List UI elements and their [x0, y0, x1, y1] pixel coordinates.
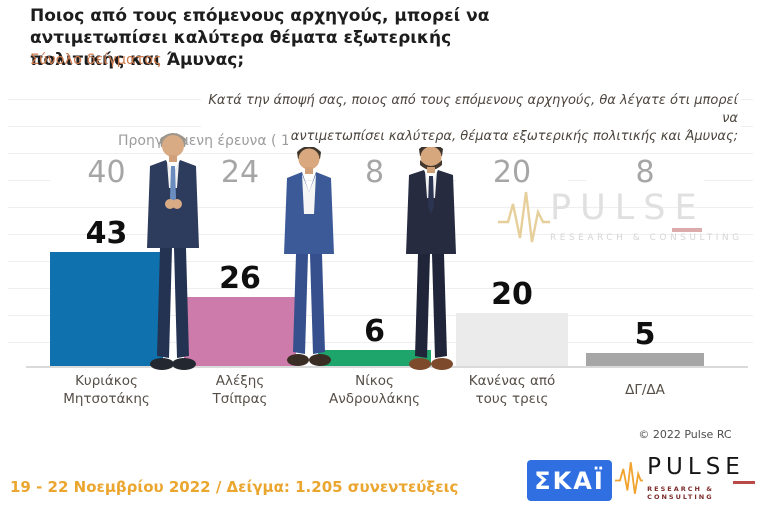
bar-value: 26	[219, 261, 261, 296]
bar-column-tsipras: 26	[184, 264, 296, 366]
watermark-pulse-text: PULSE	[550, 188, 706, 228]
pulse-wave-icon	[498, 191, 550, 243]
previous-value: 40	[50, 156, 163, 189]
previous-value: 24	[184, 156, 296, 189]
bar-column-mitsotakis: 43	[50, 219, 163, 366]
pulse-logo-red-mark	[733, 480, 756, 484]
pulse-logo-text: PULSE	[647, 453, 745, 480]
bar-value: 43	[85, 216, 128, 251]
category-androulakis: Νίκος Ανδρουλάκης	[329, 373, 420, 407]
bar-mitsotakis	[50, 252, 163, 366]
chart-baseline	[26, 366, 748, 368]
category-none: Κανένας από τους τρεις	[468, 373, 556, 407]
fieldwork-text: 19 - 22 Νοεμβρίου 2022 / Δείγμα: 1.205 σ…	[10, 478, 459, 496]
bar-column-androulakis: 6	[318, 317, 431, 366]
category-dk-na: ΔΓ/ΔΑ	[625, 382, 665, 398]
bar-column-none: 20	[456, 280, 568, 366]
photo-alexis-tsipras	[284, 146, 334, 366]
previous-value: 20	[456, 156, 568, 189]
pulse-watermark: PULSE RESEARCH & CONSULTING	[498, 186, 743, 248]
survey-question: Κατά την άποψή σας, ποιος από τους επόμε…	[201, 92, 741, 147]
photo-kyriakos-mitsotakis	[147, 133, 199, 370]
watermark-red-mark	[672, 228, 702, 232]
category-tsipras: Αλέξης Τσίπρας	[212, 373, 268, 407]
previous-value: 8	[586, 156, 704, 189]
category-mitsotakis: Κυριάκος Μητσοτάκης	[63, 373, 150, 407]
survey-question-line2: αντιμετωπίσει καλύτερα, θέματα εξωτερική…	[287, 128, 741, 147]
watermark-sub-text: RESEARCH & CONSULTING	[550, 233, 743, 243]
bar-tsipras	[184, 297, 296, 366]
bar-androulakis	[318, 350, 431, 366]
pulse-logo-sub-text: RESEARCH & CONSULTING	[647, 484, 714, 501]
bar-value: 5	[634, 317, 656, 352]
pulse-wave-icon	[615, 462, 644, 494]
bar-value: 6	[364, 314, 385, 349]
bar-none-of-three	[456, 313, 568, 366]
bar-dk-na	[586, 353, 704, 366]
pulse-logo: PULSE RESEARCH & CONSULTING	[615, 455, 761, 501]
page-title: Ποιος από τους επόμενους αρχηγούς, μπορε…	[30, 6, 490, 70]
copyright-text: © 2022 Pulse RC	[638, 428, 732, 441]
skai-logo: ΣΚΑΪ	[527, 460, 612, 501]
skai-logo-text: ΣΚΑΪ	[534, 466, 605, 495]
bar-value: 20	[491, 277, 533, 312]
survey-question-line1: Κατά την άποψή σας, ποιος από τους επόμε…	[201, 92, 741, 129]
bar-column-dk: 5	[586, 320, 704, 366]
photo-nikos-androulakis	[406, 143, 456, 370]
sample-subtitle: Σύνολο δείγματος	[30, 52, 162, 68]
